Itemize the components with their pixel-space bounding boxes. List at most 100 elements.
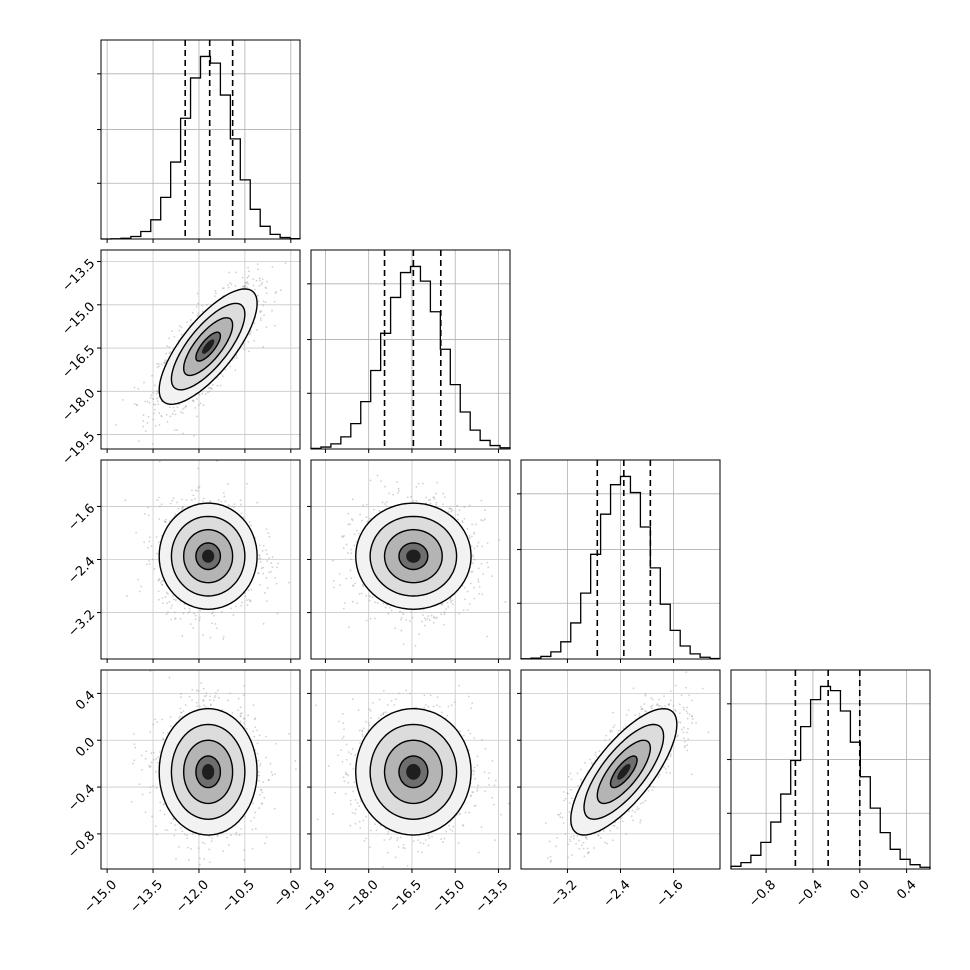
sample-point <box>473 597 476 600</box>
sample-point <box>185 404 187 407</box>
sample-point <box>235 605 237 608</box>
sample-point <box>265 292 268 295</box>
sample-point <box>171 499 174 502</box>
sample-point <box>351 600 354 603</box>
sample-point <box>156 389 159 392</box>
sample-point <box>170 618 173 621</box>
sample-point <box>443 610 446 613</box>
sample-point <box>180 411 182 413</box>
sample-point <box>449 507 451 510</box>
sample-point <box>152 751 155 754</box>
sample-point <box>219 384 222 387</box>
scatter-panel-2-1 <box>307 459 511 663</box>
contour-line <box>182 528 234 584</box>
sample-point <box>473 531 475 534</box>
sample-point <box>349 569 352 572</box>
sample-point <box>252 704 255 707</box>
sample-point <box>480 519 482 521</box>
sample-point <box>381 501 384 504</box>
sample-point <box>476 545 478 548</box>
sample-point <box>214 292 217 295</box>
sample-point <box>259 319 262 322</box>
sample-point <box>342 536 344 539</box>
sample-point <box>432 621 435 624</box>
sample-point <box>194 618 197 621</box>
sample-point <box>264 286 267 289</box>
sample-point <box>208 848 211 851</box>
sample-point <box>201 304 204 307</box>
sample-point <box>173 335 176 338</box>
sample-point <box>412 499 415 502</box>
sample-point <box>271 309 273 312</box>
sample-point <box>137 440 140 443</box>
sample-point <box>268 557 270 560</box>
sample-point <box>466 608 469 611</box>
sample-point <box>192 494 195 497</box>
sample-point <box>148 540 151 543</box>
sample-point <box>376 474 379 477</box>
sample-point <box>228 271 231 274</box>
sample-point <box>347 523 350 526</box>
sample-point <box>156 499 159 502</box>
sample-point <box>265 576 268 579</box>
sample-point <box>254 288 256 291</box>
sample-point <box>472 555 474 558</box>
sample-point <box>374 601 377 604</box>
sample-point <box>421 482 424 485</box>
sample-point <box>241 285 244 288</box>
sample-point <box>284 262 287 265</box>
sample-point <box>362 504 364 507</box>
sample-point <box>144 400 147 403</box>
sample-point <box>466 527 469 530</box>
sample-point <box>194 489 197 492</box>
sample-point <box>273 324 276 327</box>
sample-point <box>251 847 254 850</box>
sample-point <box>158 518 161 521</box>
sample-point <box>211 622 214 625</box>
sample-point <box>239 706 242 709</box>
sample-point <box>268 571 270 574</box>
sample-point <box>142 425 144 428</box>
sample-point <box>196 705 198 708</box>
sample-point <box>294 760 297 762</box>
sample-point <box>450 508 453 510</box>
sample-point <box>435 501 438 504</box>
sample-point <box>198 485 201 488</box>
sample-point <box>209 636 212 639</box>
sample-point <box>442 492 445 495</box>
sample-point <box>463 506 466 508</box>
sample-point <box>426 617 429 620</box>
sample-point <box>264 301 267 304</box>
sample-point <box>265 549 267 552</box>
sample-point <box>498 539 501 541</box>
sample-point <box>158 460 161 463</box>
sample-point <box>181 412 184 414</box>
sample-point <box>343 535 345 537</box>
sample-point <box>222 375 224 378</box>
sample-point <box>211 612 214 615</box>
sample-point <box>170 607 172 609</box>
sample-point <box>147 506 150 509</box>
sample-point <box>463 586 466 589</box>
sample-point <box>342 547 345 550</box>
sample-point <box>265 528 268 531</box>
sample-point <box>235 354 238 357</box>
sample-point <box>451 509 454 512</box>
sample-point <box>357 532 360 535</box>
sample-point <box>151 443 154 446</box>
sample-point <box>365 516 368 519</box>
contour-line <box>369 515 458 597</box>
sample-point <box>150 545 153 547</box>
sample-point <box>461 521 464 524</box>
sample-point <box>198 619 201 621</box>
sample-point <box>187 612 190 614</box>
sample-point <box>227 483 229 486</box>
sample-point <box>266 560 269 562</box>
sample-point <box>265 287 267 290</box>
sample-point <box>224 500 227 503</box>
sample-point <box>203 704 206 707</box>
sample-point <box>411 616 414 619</box>
sample-point <box>158 577 161 580</box>
sample-point <box>245 282 248 285</box>
sample-point <box>158 423 161 426</box>
